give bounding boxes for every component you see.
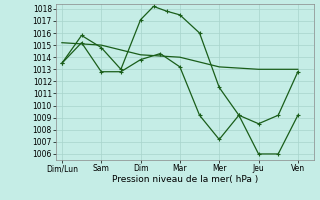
X-axis label: Pression niveau de la mer( hPa ): Pression niveau de la mer( hPa ) [112, 175, 258, 184]
